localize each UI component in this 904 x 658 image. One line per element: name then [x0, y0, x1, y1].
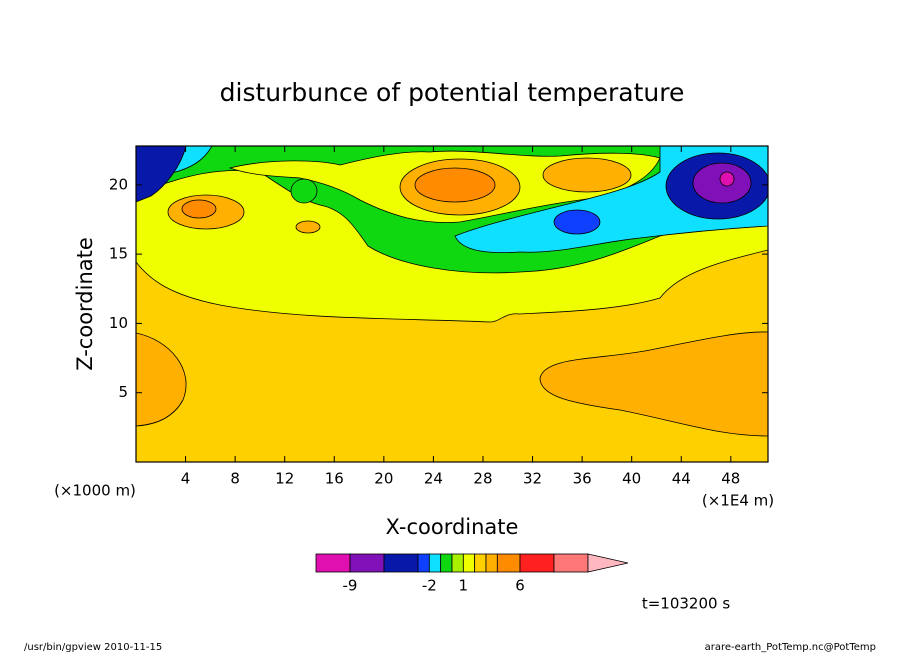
contour-region [542, 157, 632, 193]
x-unit-label: (×1E4 m) [702, 492, 774, 510]
colorbar-segment [428, 553, 442, 573]
contour-region [719, 171, 735, 187]
chart-title: disturbunce of potential temperature [220, 78, 685, 107]
footer: arare-earth_PotTemp.nc@PotTemp [705, 642, 876, 653]
contour-field [136, 146, 768, 462]
colorbar-tick-label: -2 [422, 577, 437, 595]
colorbar-segment [315, 553, 351, 573]
y-tick-label: 5 [118, 383, 128, 401]
y-axis-label: Z-coordinate [73, 237, 97, 371]
colorbar-tick-label: -9 [343, 577, 358, 595]
contour-region [136, 332, 187, 427]
contour-region [295, 220, 321, 234]
x-tick-label: 44 [672, 470, 691, 488]
x-tick-label: 28 [473, 470, 492, 488]
x-tick-label: 48 [721, 470, 740, 488]
x-tick-label: 16 [325, 470, 344, 488]
colorbar-segment [383, 553, 419, 573]
colorbar-segment [462, 553, 476, 573]
colorbar-tick-label: 6 [515, 577, 525, 595]
footer: /usr/bin/gpview 2010-11-15 [24, 642, 162, 653]
annotation: t=103200 s [642, 595, 730, 613]
colorbar-segment [417, 553, 430, 573]
x-tick-label: 8 [230, 470, 240, 488]
x-tick-label: 32 [523, 470, 542, 488]
y-tick-label: 20 [109, 175, 128, 193]
colorbar-segment [496, 553, 521, 573]
plot-frame [135, 145, 769, 463]
colorbar-segment [451, 553, 464, 573]
colorbar-segment [349, 553, 385, 573]
y-tick-label: 10 [109, 314, 128, 332]
x-tick-label: 40 [622, 470, 641, 488]
contour-region [414, 167, 496, 203]
x-axis-label: X-coordinate [386, 515, 519, 539]
colorbar-segment [440, 553, 453, 573]
colorbar-segment [553, 553, 589, 573]
colorbar-tick-label: 1 [459, 577, 469, 595]
contour-region [553, 209, 601, 235]
x-tick-label: 36 [573, 470, 592, 488]
colorbar-extension [587, 553, 629, 573]
x-tick-label: 20 [374, 470, 393, 488]
x-tick-label: 24 [424, 470, 443, 488]
contour-region [290, 178, 318, 204]
colorbar-segment [519, 553, 555, 573]
x-tick-label: 4 [181, 470, 191, 488]
contour-region [539, 331, 768, 437]
x-unit-label: (×1000 m) [54, 482, 136, 500]
contour-region [181, 199, 217, 219]
colorbar-segment [474, 553, 487, 573]
x-tick-label: 12 [275, 470, 294, 488]
y-tick-label: 15 [109, 245, 128, 263]
colorbar-segment [485, 553, 498, 573]
